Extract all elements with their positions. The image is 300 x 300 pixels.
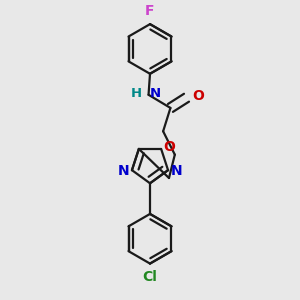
Text: N: N [170,164,182,178]
Text: N: N [150,87,161,100]
Text: H: H [131,87,142,100]
Text: Cl: Cl [142,270,158,284]
Text: F: F [145,4,155,18]
Text: N: N [118,164,130,178]
Text: O: O [192,89,204,103]
Text: O: O [164,140,175,154]
